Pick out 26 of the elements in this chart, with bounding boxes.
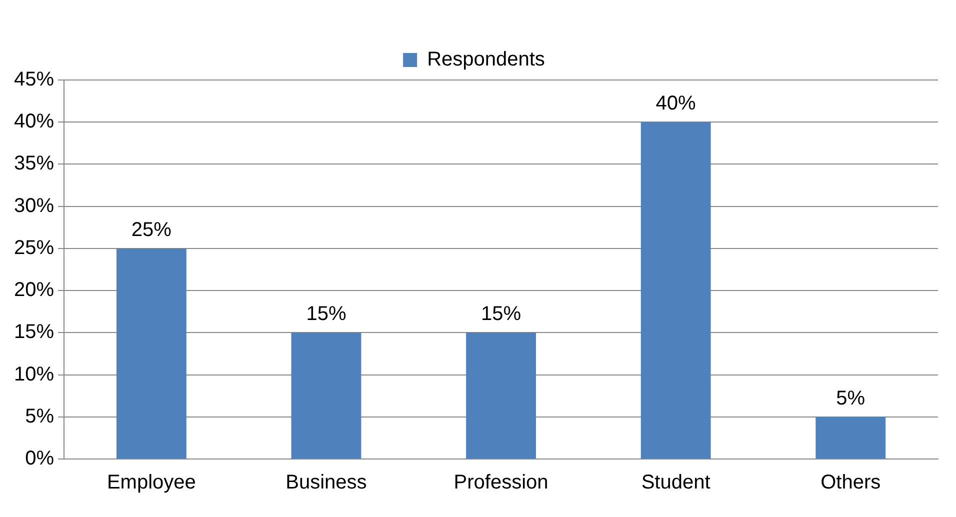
y-tick-label: 25% <box>14 236 54 259</box>
data-label: 15% <box>306 303 346 326</box>
x-tick-label: Profession <box>454 472 548 494</box>
data-label: 15% <box>481 303 522 326</box>
bar <box>816 416 886 458</box>
legend-label: Respondents <box>427 48 545 71</box>
bar <box>466 332 536 458</box>
y-tick-label: 40% <box>14 110 54 133</box>
y-tick-label: 15% <box>14 321 54 344</box>
x-tick-label: Employee <box>106 472 196 494</box>
bar <box>116 248 186 458</box>
data-label: 40% <box>656 92 696 115</box>
x-tick-label: Others <box>820 472 881 494</box>
bar <box>640 122 711 458</box>
y-tick-label: 0% <box>25 448 54 470</box>
bar <box>291 332 362 458</box>
y-tick-label: 10% <box>14 363 54 386</box>
x-tick-label: Student <box>641 472 711 494</box>
data-label: 5% <box>836 387 866 410</box>
y-tick-label: 45% <box>14 68 54 91</box>
y-tick-label: 5% <box>25 405 54 428</box>
x-tick-label: Business <box>286 472 367 494</box>
y-tick-label: 30% <box>14 194 54 217</box>
data-label: 25% <box>131 218 172 241</box>
y-tick-label: 35% <box>14 152 54 175</box>
y-tick-label: 20% <box>14 279 54 302</box>
